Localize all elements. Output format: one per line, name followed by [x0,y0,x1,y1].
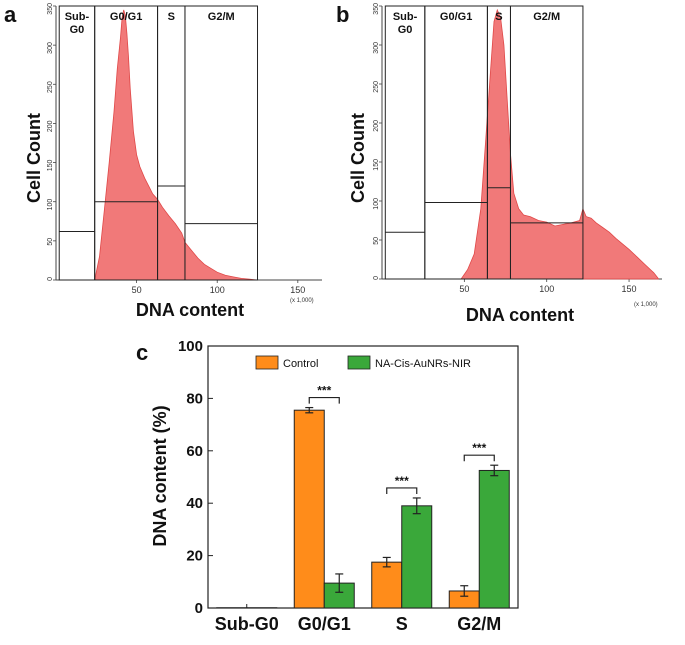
category-label: G2/M [457,614,501,634]
y-tick-label: 300 [47,42,54,54]
gate-label: G0/G1 [440,11,472,23]
bar-treated [478,469,510,609]
histogram-area [460,8,660,280]
gate-label: G0/G1 [110,11,142,23]
category-label: G0/G1 [298,614,351,634]
y-tick-label: 50 [47,238,54,246]
y-tick-label: 350 [47,3,54,15]
x-tick-label: 100 [539,284,554,294]
legend-label-treated: NA-Cis-AuNRs-NIR [375,358,471,370]
panel-c-letter: c [136,340,148,365]
significance-label: *** [395,474,409,488]
y-tick-label: 0 [373,276,380,280]
panel-b: b Cell Count DNA content (x 1,000) 0 50 10… [336,2,662,325]
y-tick-label: 50 [373,237,380,245]
panel-b-xlabel: DNA content [466,305,574,325]
panel-a-plot-area: 0 50 100 150 200 250 300 350 50 100 150 Sub-G0 G0/G1… [47,3,322,295]
gate-label: Sub- [393,11,418,23]
x-tick-label: 50 [132,285,142,295]
legend-swatch-treated [347,355,371,370]
y-tick-label: 80 [186,390,203,407]
gate-label: G0 [398,24,413,36]
legend-label-control: Control [283,358,318,370]
y-tick-label: 200 [373,120,380,132]
panel-c-legend: Control NA-Cis-AuNRs-NIR [255,355,471,370]
y-tick-label: 200 [47,120,54,132]
y-tick-label: 0 [47,277,54,281]
bar-control [371,561,403,609]
y-tick-label: 350 [373,3,380,15]
y-tick-label: 40 [186,495,203,512]
significance-bracket [463,454,495,462]
gate-label: G2/M [533,11,560,23]
panel-b-multiplier: (x 1,000) [634,302,658,308]
histogram-area [94,9,258,281]
y-tick-label: 150 [47,159,54,171]
x-tick-label: 100 [210,285,225,295]
gate-box [384,5,426,280]
significance-label: *** [472,441,486,455]
gate-box [509,5,584,280]
y-tick-label: 20 [186,548,203,565]
gate-label: S [168,11,175,23]
y-tick-label: 300 [373,42,380,54]
panel-a: a Cell Count DNA content (x 1,000) 0 50 10… [4,2,322,320]
x-tick-label: 150 [622,284,637,294]
panel-a-multiplier: (x 1,000) [290,298,314,304]
gate-box [58,5,96,281]
y-tick-label: 250 [47,81,54,93]
panel-b-plot-area: 0 50 100 150 200 250 300 350 50 100 150 Sub-G0 G0/G1… [373,3,662,294]
category-label: Sub-G0 [215,614,279,634]
legend-swatch-control [255,355,279,370]
panel-a-xlabel: DNA content [136,300,244,320]
gate-label: G0 [70,24,85,36]
y-tick-label: 100 [373,198,380,210]
x-tick-label: 150 [290,285,305,295]
panel-b-letter: b [336,2,349,27]
y-tick-label: 150 [373,159,380,171]
y-tick-label: 0 [195,600,203,617]
x-tick-label: 50 [459,284,469,294]
bar-treated [401,505,433,609]
category-label: S [396,614,408,634]
plot-frame [207,345,519,609]
significance-label: *** [317,384,331,398]
gate-label: S [495,11,502,23]
panel-c-ylabel: DNA content (%) [150,405,170,546]
gate-label: Sub- [65,11,90,23]
panel-b-ylabel: Cell Count [348,113,368,203]
y-tick-label: 100 [178,338,203,355]
y-tick-label: 100 [47,199,54,211]
gate-box [184,5,259,281]
panel-a-ylabel: Cell Count [24,113,44,203]
panel-c: c DNA content (%) 0 20 40 60 80 100 Sub-G0 G0/G… [136,338,519,634]
significance-bracket [386,487,418,494]
y-tick-label: 60 [186,443,203,460]
y-tick-label: 250 [373,81,380,93]
panel-a-letter: a [4,2,17,27]
gate-label: G2/M [208,11,235,23]
panel-c-plot-area: 0 20 40 60 80 100 Sub-G0 G0/G1 S G2/M *** *** *** [178,338,519,634]
significance-bracket [308,396,340,404]
bar-control [293,409,325,609]
